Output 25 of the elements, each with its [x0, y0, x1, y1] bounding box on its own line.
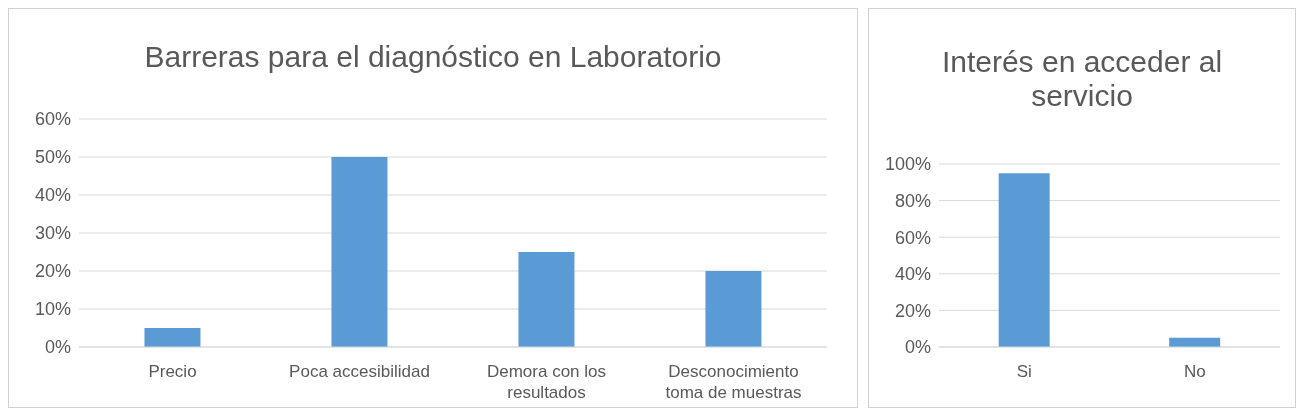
- y-tick-label: 40%: [894, 264, 931, 285]
- bar: [331, 157, 388, 347]
- bar: [144, 328, 201, 347]
- x-tick-label: No: [1183, 362, 1206, 381]
- bar: [518, 252, 575, 347]
- x-tick-label: Precio: [148, 362, 197, 381]
- y-tick-label: 80%: [894, 190, 931, 211]
- y-tick-label: 0%: [904, 337, 931, 358]
- x-tick-label: Poca accesibilidad: [289, 362, 430, 381]
- x-tick-label: Desconocimiento toma de muestras: [665, 362, 802, 402]
- chart-title: Interés en acceder al servicio: [940, 44, 1224, 114]
- y-tick-label: 40%: [34, 185, 71, 206]
- y-tick-label: 50%: [34, 147, 71, 168]
- y-tick-label: 0%: [44, 337, 71, 358]
- y-tick-label: 20%: [894, 300, 931, 321]
- y-tick-label: 20%: [34, 261, 71, 282]
- y-tick-label: 60%: [894, 227, 931, 248]
- x-tick-label: Demora con los resultados: [486, 362, 607, 402]
- y-tick-label: 30%: [34, 223, 71, 244]
- y-tick-label: 100%: [884, 154, 931, 175]
- x-tick-label: Si: [1016, 362, 1032, 381]
- chart-title: Barreras para el diagnóstico en Laboratorio: [143, 38, 723, 75]
- y-tick-label: 10%: [34, 299, 71, 320]
- bar: [705, 271, 762, 347]
- y-tick-label: 60%: [34, 109, 71, 130]
